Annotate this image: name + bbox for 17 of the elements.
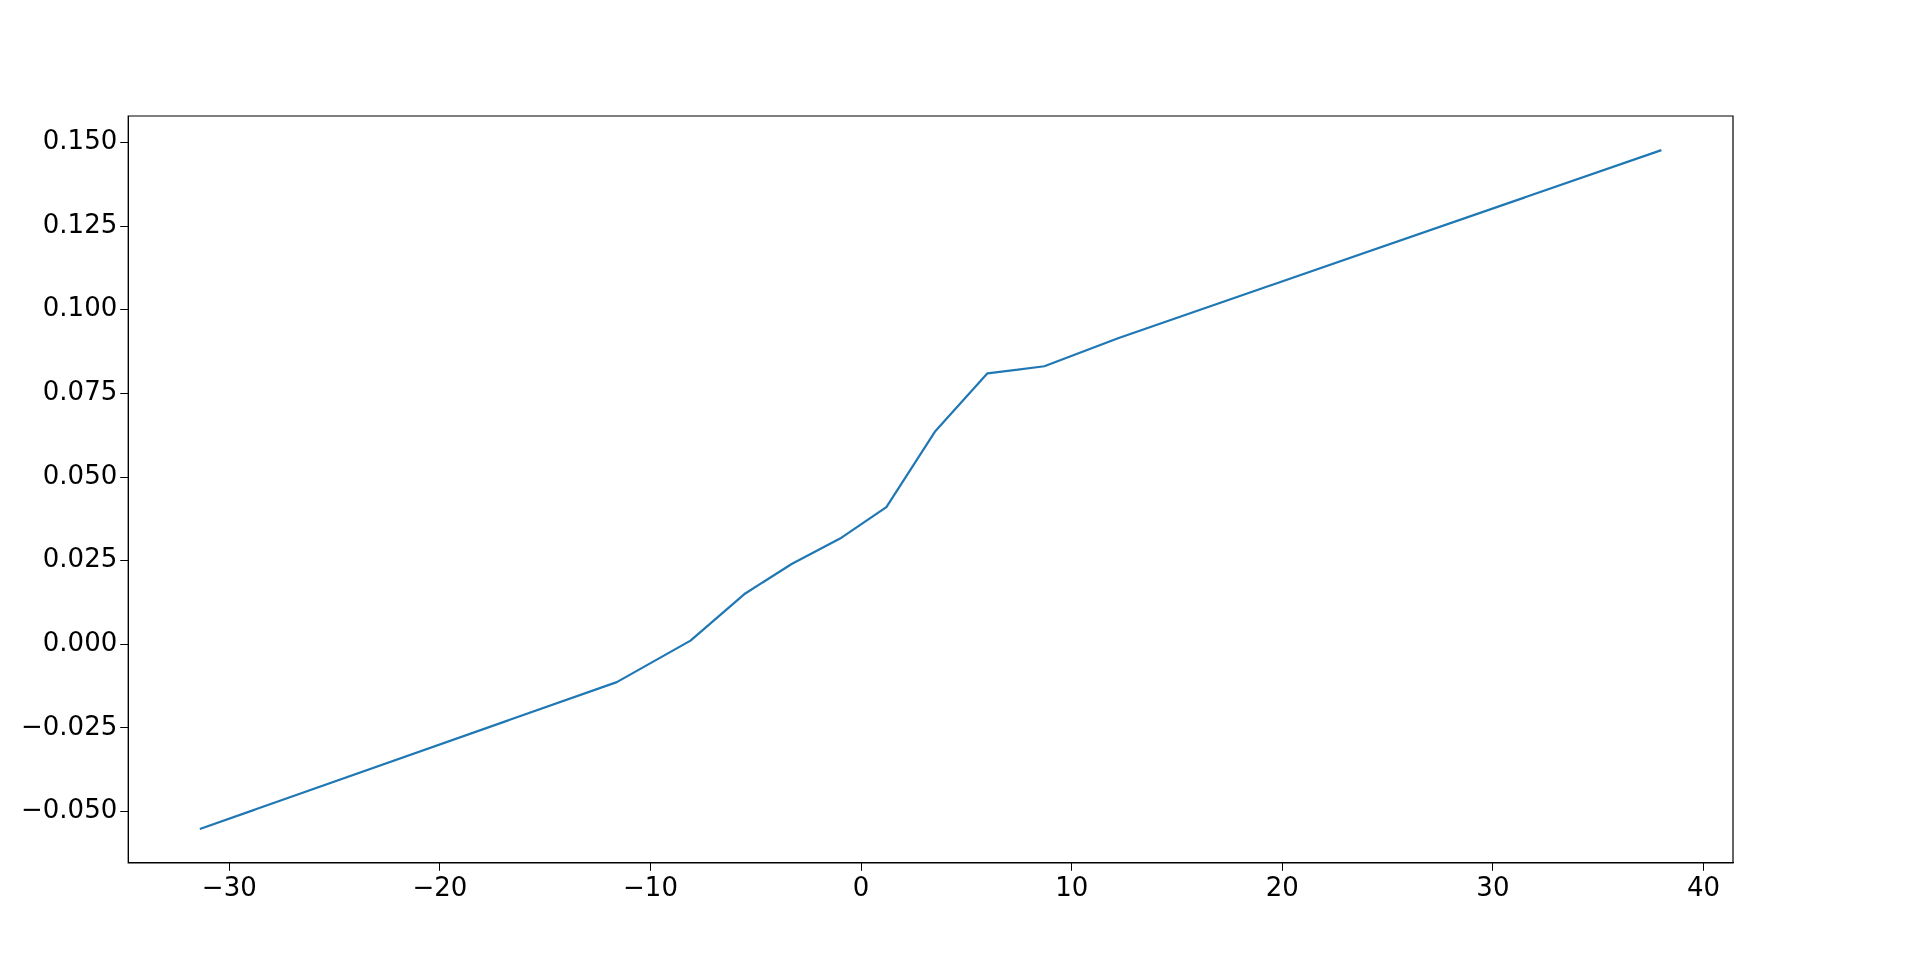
y-tick-label: 0.125: [42, 208, 118, 239]
x-tick-label: 20: [1265, 872, 1299, 903]
y-tick-label: −0.025: [21, 710, 118, 741]
y-tick-label: 0.075: [42, 376, 118, 407]
x-tick-label: 40: [1686, 872, 1721, 903]
y-tick-label: 0.000: [42, 627, 118, 658]
y-tick-label: 0.100: [42, 292, 118, 323]
x-tick-label: 0: [852, 872, 870, 903]
y-tick-label: −0.050: [21, 794, 118, 825]
x-tick-label: 10: [1055, 872, 1089, 903]
x-tick-label: −30: [201, 872, 257, 903]
y-tick-label: 0.050: [42, 459, 118, 490]
y-tick-label: 0.025: [42, 543, 118, 574]
x-tick-label: −10: [623, 872, 678, 903]
x-tick-label: 30: [1476, 872, 1510, 903]
y-tick-label: 0.150: [42, 125, 118, 156]
x-tick-label: −20: [412, 872, 468, 903]
